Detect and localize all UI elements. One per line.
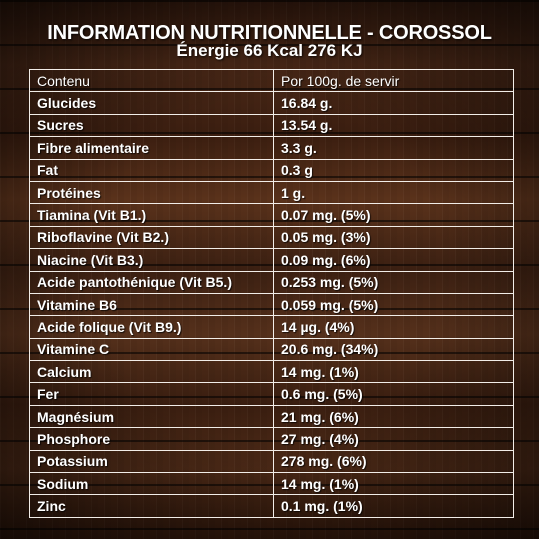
nutrient-name: Vitamine C [29,337,274,362]
nutrient-amount: 0.059 mg. (5%) [273,292,514,317]
page-title: INFORMATION NUTRITIONNELLE - COROSSOL [47,22,492,44]
nutrition-table-body: Contenu Por 100g. de servir Glucides 16.8… [29,68,514,518]
nutrient-amount: 0.1 mg. (1%) [273,494,514,518]
nutrient-amount: 27 mg. (4%) [273,427,514,451]
table-row: Sodium 14 mg. (1%) [29,472,514,496]
table-row: Calcium 14 mg. (1%) [29,360,514,384]
nutrient-amount: 14 µg. (4%) [273,315,514,339]
nutrient-amount: 1 g. [273,180,514,205]
header-nutrient: Contenu [29,68,274,93]
table-row: Fat 0.3 g [29,158,514,182]
nutrient-name: Fat [29,158,274,182]
table-row: Magnésium 21 mg. (6%) [29,404,514,429]
nutrient-name: Vitamine B6 [29,292,274,317]
nutrient-name: Tiamina (Vit B1.) [29,203,274,227]
nutrient-amount: 14 mg. (1%) [273,472,514,496]
nutrient-name: Phosphore [29,427,274,451]
nutrient-name: Niacine (Vit B3.) [29,248,274,272]
nutrient-amount: 13.54 g. [273,113,514,138]
nutrition-table: Contenu Por 100g. de servir Glucides 16.8… [29,68,514,518]
nutrient-name: Acide folique (Vit B9.) [29,315,274,339]
nutrient-name: Potassium [29,449,274,474]
table-row: Protéines 1 g. [29,180,514,205]
nutrient-name: Calcium [29,360,274,384]
table-row: Vitamine C 20.6 mg. (34%) [29,337,514,362]
nutrient-name: Fer [29,382,274,406]
table-row: Riboflavine (Vit B2.) 0.05 mg. (3%) [29,225,514,250]
table-row: Tiamina (Vit B1.) 0.07 mg. (5%) [29,203,514,227]
table-row: Vitamine B6 0.059 mg. (5%) [29,292,514,317]
table-row: Sucres 13.54 g. [29,113,514,138]
nutrient-amount: 3.3 g. [273,136,514,160]
nutrient-amount: 0.6 mg. (5%) [273,382,514,406]
table-row: Acide folique (Vit B9.) 14 µg. (4%) [29,315,514,339]
table-row: Glucides 16.84 g. [29,91,514,115]
table-row: Potassium 278 mg. (6%) [29,449,514,474]
table-row: Phosphore 27 mg. (4%) [29,427,514,451]
nutrient-name: Protéines [29,180,274,205]
nutrient-amount: 16.84 g. [273,91,514,115]
nutrient-amount: 0.07 mg. (5%) [273,203,514,227]
nutrient-amount: 14 mg. (1%) [273,360,514,384]
table-row: Fer 0.6 mg. (5%) [29,382,514,406]
nutrient-amount: 21 mg. (6%) [273,404,514,429]
table-row: Niacine (Vit B3.) 0.09 mg. (6%) [29,248,514,272]
energy-subtitle: Énergie 66 Kcal 276 KJ [176,41,363,60]
nutrient-amount: 0.253 mg. (5%) [273,270,514,294]
nutrient-name: Sucres [29,113,274,138]
table-row: Zinc 0.1 mg. (1%) [29,494,514,518]
table-row: Fibre alimentaire 3.3 g. [29,136,514,160]
nutrient-name: Riboflavine (Vit B2.) [29,225,274,250]
nutrient-name: Acide pantothénique (Vit B5.) [29,270,274,294]
nutrient-name: Zinc [29,494,274,518]
nutrient-amount: 0.09 mg. (6%) [273,248,514,272]
nutrient-name: Sodium [29,472,274,496]
nutrient-amount: 278 mg. (6%) [273,449,514,474]
table-row: Acide pantothénique (Vit B5.) 0.253 mg. (… [29,270,514,294]
nutrient-amount: 0.3 g [273,158,514,182]
table-header-row: Contenu Por 100g. de servir [29,68,514,93]
header-amount: Por 100g. de servir [273,68,514,93]
nutrient-amount: 0.05 mg. (3%) [273,225,514,250]
nutrient-name: Magnésium [29,404,274,429]
nutrient-name: Glucides [29,91,274,115]
nutrient-name: Fibre alimentaire [29,136,274,160]
nutrient-amount: 20.6 mg. (34%) [273,337,514,362]
